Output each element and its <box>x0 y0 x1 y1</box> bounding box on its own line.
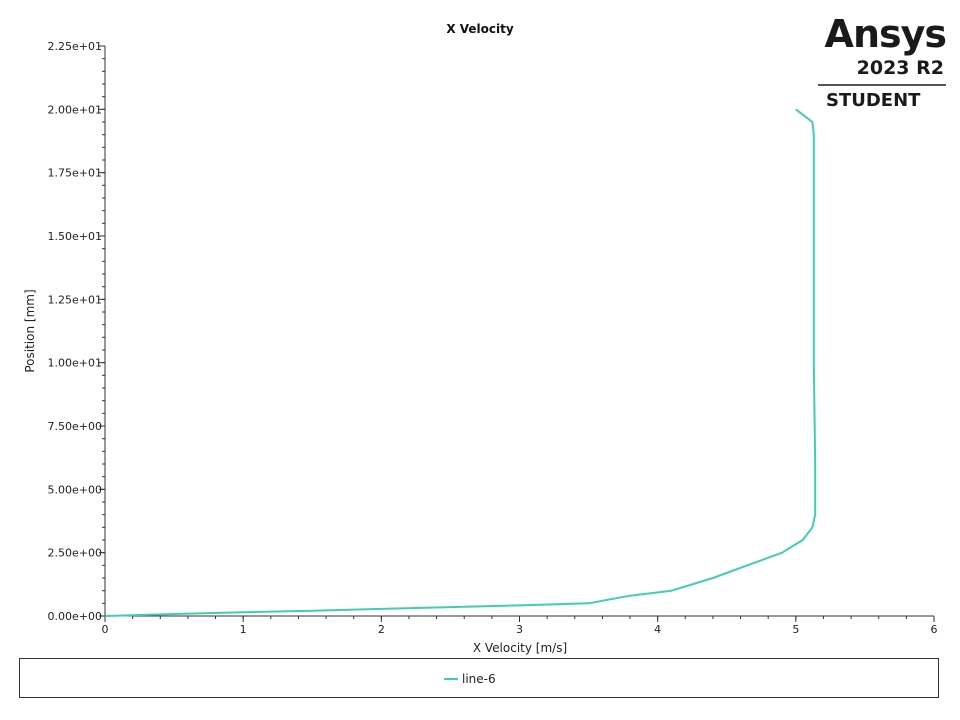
y-tick-label: 2.25e+01 <box>48 40 102 53</box>
x-tick-label: 2 <box>378 623 385 636</box>
x-tick-label: 1 <box>240 623 247 636</box>
series-layer <box>104 108 817 617</box>
y-tick-label: 7.50e+00 <box>48 420 102 433</box>
x-tick-label: 0 <box>102 623 109 636</box>
y-axis: 0.00e+00 2.50e+00 5.00e+00 7.50e+00 1.00e+01… <box>48 40 106 623</box>
x-axis-title: X Velocity [m/s] <box>473 641 567 655</box>
series-line-line-6 <box>104 108 817 617</box>
logo-divider <box>818 84 946 86</box>
y-tick-label: 1.50e+01 <box>48 230 102 243</box>
legend-entry[interactable]: line-6 <box>444 671 496 687</box>
y-tick-label: 2.50e+00 <box>48 547 102 560</box>
x-tick-label: 5 <box>792 623 799 636</box>
x-tick-label: 3 <box>516 623 523 636</box>
chart-title: X Velocity <box>446 22 514 36</box>
x-axis: 0 1 2 3 4 5 6 <box>102 615 938 636</box>
legend-label: line-6 <box>462 672 496 686</box>
y-axis-title: Position [mm] <box>23 289 37 372</box>
y-tick-label: 2.00e+01 <box>48 103 102 116</box>
legend-swatch <box>444 678 458 680</box>
y-tick-label: 0.00e+00 <box>48 610 102 623</box>
y-tick-label: 5.00e+00 <box>48 483 102 496</box>
x-tick-label: 4 <box>654 623 661 636</box>
x-tick-label: 6 <box>931 623 938 636</box>
logo-wordmark: Ansys <box>824 12 947 56</box>
ansys-logo: Ansys 2023 R2 STUDENT <box>812 12 947 112</box>
logo-version: 2023 R2 <box>856 57 944 79</box>
y-tick-label: 1.75e+01 <box>48 167 102 180</box>
y-tick-label: 1.00e+01 <box>48 357 102 370</box>
legend: line-6 <box>19 658 939 698</box>
logo-edition: STUDENT <box>826 90 921 111</box>
y-tick-label: 1.25e+01 <box>48 293 102 306</box>
